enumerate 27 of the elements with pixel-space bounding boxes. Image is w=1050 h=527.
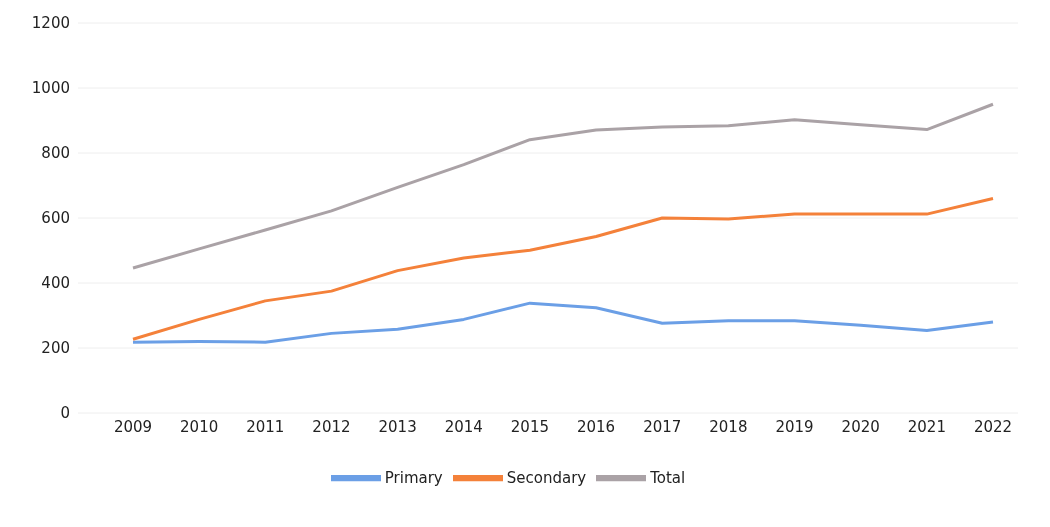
x-tick-label: 2011 [246, 417, 285, 436]
x-tick-label: 2013 [378, 417, 417, 436]
x-tick-label: 2016 [576, 417, 616, 436]
x-tick-label: 2012 [312, 417, 351, 436]
x-tick-label: 2014 [444, 417, 483, 436]
x-tick-label: 2010 [180, 417, 219, 436]
legend-label: Primary [384, 468, 443, 487]
y-tick-label: 800 [41, 144, 70, 163]
x-tick-label: 2020 [841, 417, 880, 436]
y-tick-label: 1000 [31, 79, 70, 98]
x-tick-label: 2018 [709, 417, 748, 436]
y-tick-label: 0 [60, 404, 70, 423]
y-tick-label: 1200 [31, 14, 70, 33]
y-tick-label: 400 [41, 274, 70, 293]
legend-label: Secondary [506, 468, 587, 487]
line-series [131, 301, 995, 344]
x-tick-label: 2022 [973, 417, 1013, 436]
line-series [131, 102, 995, 270]
x-tick-label: 2015 [510, 417, 550, 436]
x-tick-label: 2021 [907, 417, 946, 436]
x-tick-label: 2017 [643, 417, 682, 436]
legend-label: Total [650, 468, 686, 487]
x-tick-label: 2009 [113, 417, 153, 436]
y-tick-label: 200 [41, 339, 70, 358]
y-tick-label: 600 [41, 209, 70, 228]
line-series [131, 197, 995, 341]
x-tick-label: 2019 [775, 417, 814, 436]
